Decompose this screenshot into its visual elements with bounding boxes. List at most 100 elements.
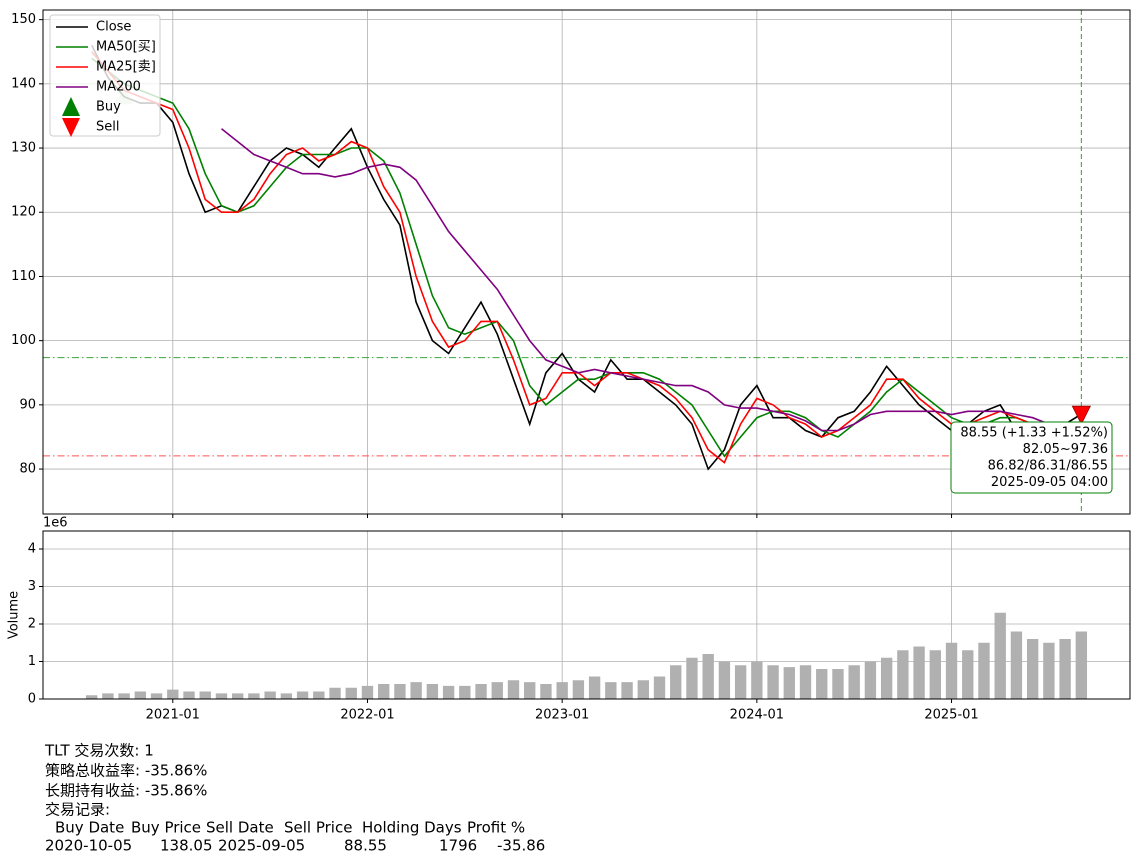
table-cell: 88.55 <box>344 837 387 855</box>
volume-bar <box>394 684 406 699</box>
volume-bar <box>183 691 195 699</box>
volume-bar <box>767 665 779 699</box>
trade-marker <box>1071 405 1091 426</box>
volume-bar <box>248 693 260 699</box>
y-tick-label: 150 <box>11 12 36 27</box>
annotation-text: 2025-09-05 04:00 <box>991 475 1108 490</box>
y-tick-label: 120 <box>11 205 36 220</box>
volume-bar <box>783 667 795 699</box>
series-line <box>221 128 1082 432</box>
table-header: Buy Date <box>55 819 124 837</box>
volume-bar <box>588 676 601 699</box>
volume-bar <box>1043 642 1055 699</box>
volume-bar <box>718 661 731 699</box>
volume-bar <box>734 665 747 699</box>
volume-bar <box>507 680 520 699</box>
volume-bar <box>426 684 439 699</box>
volume-bar <box>378 684 390 699</box>
annotation-text: 88.55 (+1.33 +1.52%) <box>960 426 1108 441</box>
legend-swatch <box>62 118 80 137</box>
volume-bar <box>280 693 293 699</box>
y-tick-label: 4 <box>28 542 36 557</box>
y-tick-label: 80 <box>19 462 36 477</box>
volume-bar <box>605 682 617 699</box>
report-line: 长期持有收益: -35.86% <box>45 782 207 800</box>
volume-bar <box>345 687 357 699</box>
volume-bar <box>572 680 585 699</box>
x-tick-label: 2022-01 <box>340 708 394 723</box>
legend-label: MA200 <box>96 80 141 95</box>
y-tick-label: 1 <box>28 654 36 669</box>
volume-bar <box>880 657 893 699</box>
table-header: Holding Days <box>362 819 462 837</box>
x-tick-label: 2025-01 <box>924 708 978 723</box>
volume-bar <box>621 682 633 699</box>
axes-frame <box>42 530 1131 700</box>
table-header: Sell Price <box>284 819 352 837</box>
table-cell: 2025-09-05 <box>218 837 305 855</box>
table-cell: 2020-10-05 <box>45 837 132 855</box>
volume-bar <box>313 691 325 699</box>
table-header: Profit % <box>467 819 525 837</box>
y-tick-label: 130 <box>11 141 36 156</box>
y-tick-label: 90 <box>19 397 36 412</box>
volume-bar <box>702 654 714 699</box>
report-line: 策略总收益率: -35.86% <box>45 762 207 780</box>
volume-bar <box>167 689 179 699</box>
legend-label: MA25[卖] <box>96 60 156 75</box>
volume-bar <box>832 669 844 699</box>
volume-bar <box>475 684 487 699</box>
table-cell: 138.05 <box>160 837 213 855</box>
volume-bar <box>102 693 114 699</box>
annotation-text: 86.82/86.31/86.55 <box>988 459 1108 474</box>
y-tick-label: 2 <box>28 617 36 632</box>
volume-bar <box>816 669 828 699</box>
volume-bar <box>540 684 552 699</box>
legend-swatch <box>62 97 80 116</box>
volume-bar <box>913 646 925 699</box>
volume-bar <box>361 685 374 699</box>
volume-bar <box>945 642 958 699</box>
y-tick-label: 3 <box>28 579 36 594</box>
volume-bar <box>118 693 130 699</box>
legend-label: MA50[买] <box>96 40 156 55</box>
volume-bar <box>459 685 471 699</box>
volume-bar <box>670 665 682 699</box>
report-line: TLT 交易次数: 1 <box>44 742 154 760</box>
axes-frame <box>42 9 1131 515</box>
annotation-box <box>950 421 1113 494</box>
y-tick-label: 0 <box>28 692 36 707</box>
x-tick-label: 2021-01 <box>146 708 200 723</box>
volume-bar <box>1026 639 1039 699</box>
x-tick-label: 2023-01 <box>535 708 589 723</box>
y-tick-label: 140 <box>11 76 36 91</box>
volume-bar <box>686 657 698 699</box>
volume-bar <box>232 693 244 699</box>
volume-bar <box>994 612 1006 699</box>
table-cell: -35.86 <box>497 837 545 855</box>
volume-bar <box>751 661 763 699</box>
table-header: Buy Price <box>131 819 201 837</box>
volume-bar <box>215 693 228 699</box>
volume-bar <box>799 665 812 699</box>
volume-bar <box>864 661 877 699</box>
y-tick-label: 100 <box>11 333 36 348</box>
volume-bar <box>962 650 974 699</box>
volume-bar <box>929 650 941 699</box>
annotation-text: 82.05~97.36 <box>1023 442 1108 457</box>
volume-bar <box>329 687 341 699</box>
volume-bar <box>897 650 909 699</box>
volume-bar <box>150 693 163 699</box>
volume-bar <box>410 682 422 699</box>
series-line <box>90 44 1082 471</box>
y-tick-label: 110 <box>11 269 36 284</box>
volume-bar <box>653 676 666 699</box>
volume-bar <box>442 685 455 699</box>
volume-bar <box>1075 631 1088 699</box>
volume-bar <box>978 642 990 699</box>
volume-bar <box>85 695 98 699</box>
report-line: 交易记录: <box>45 801 110 819</box>
offset-label: 1e6 <box>43 516 68 531</box>
volume-bar <box>637 680 649 699</box>
